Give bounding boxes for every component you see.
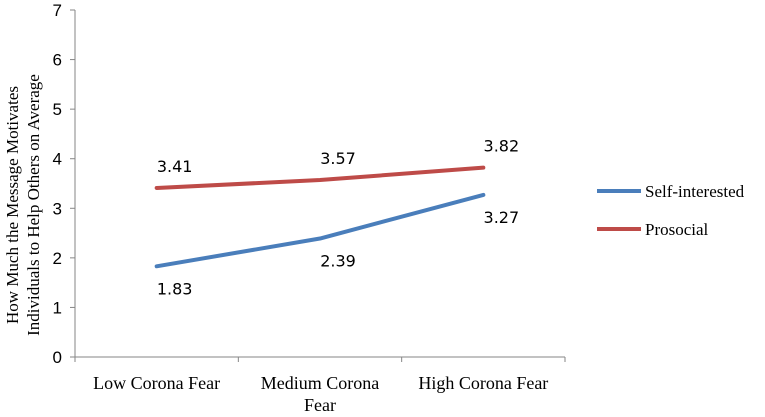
legend-label: Prosocial xyxy=(645,220,709,239)
legend-label: Self-interested xyxy=(645,182,745,201)
series-line-self-interested xyxy=(154,192,486,269)
data-series: 1.83 2.39 3.27 3.41 3.57 3.82 xyxy=(154,137,520,298)
y-axis-title: How Much the Message Motivates Individua… xyxy=(3,74,43,336)
legend: Self-interested Prosocial xyxy=(597,182,745,239)
y-tick-label: 7 xyxy=(53,1,62,20)
x-category-label: High Corona Fear xyxy=(418,373,548,393)
y-axis-ticks: 0 1 2 3 4 5 6 7 xyxy=(53,1,75,367)
y-tick-label: 6 xyxy=(53,51,62,70)
series-line-prosocial xyxy=(154,165,486,190)
x-category-label: Low Corona Fear xyxy=(93,373,220,393)
data-label: 2.39 xyxy=(320,252,356,271)
y-tick-label: 2 xyxy=(53,249,62,268)
y-tick-label: 0 xyxy=(53,348,62,367)
data-label: 3.57 xyxy=(320,149,356,168)
data-label: 3.41 xyxy=(157,157,193,176)
x-category-label: Fear xyxy=(304,395,336,415)
y-tick-label: 4 xyxy=(53,150,62,169)
data-label: 3.27 xyxy=(484,208,520,227)
x-category-label: Medium Corona xyxy=(261,373,380,393)
data-label: 3.82 xyxy=(484,137,520,156)
data-label: 1.83 xyxy=(157,279,193,298)
y-tick-label: 5 xyxy=(53,100,62,119)
y-tick-label: 1 xyxy=(53,298,62,317)
y-tick-label: 3 xyxy=(53,199,62,218)
y-axis-title-line-1: How Much the Message Motivates xyxy=(3,86,22,324)
y-axis-title-line-2: Individuals to Help Others on Average xyxy=(24,74,43,336)
